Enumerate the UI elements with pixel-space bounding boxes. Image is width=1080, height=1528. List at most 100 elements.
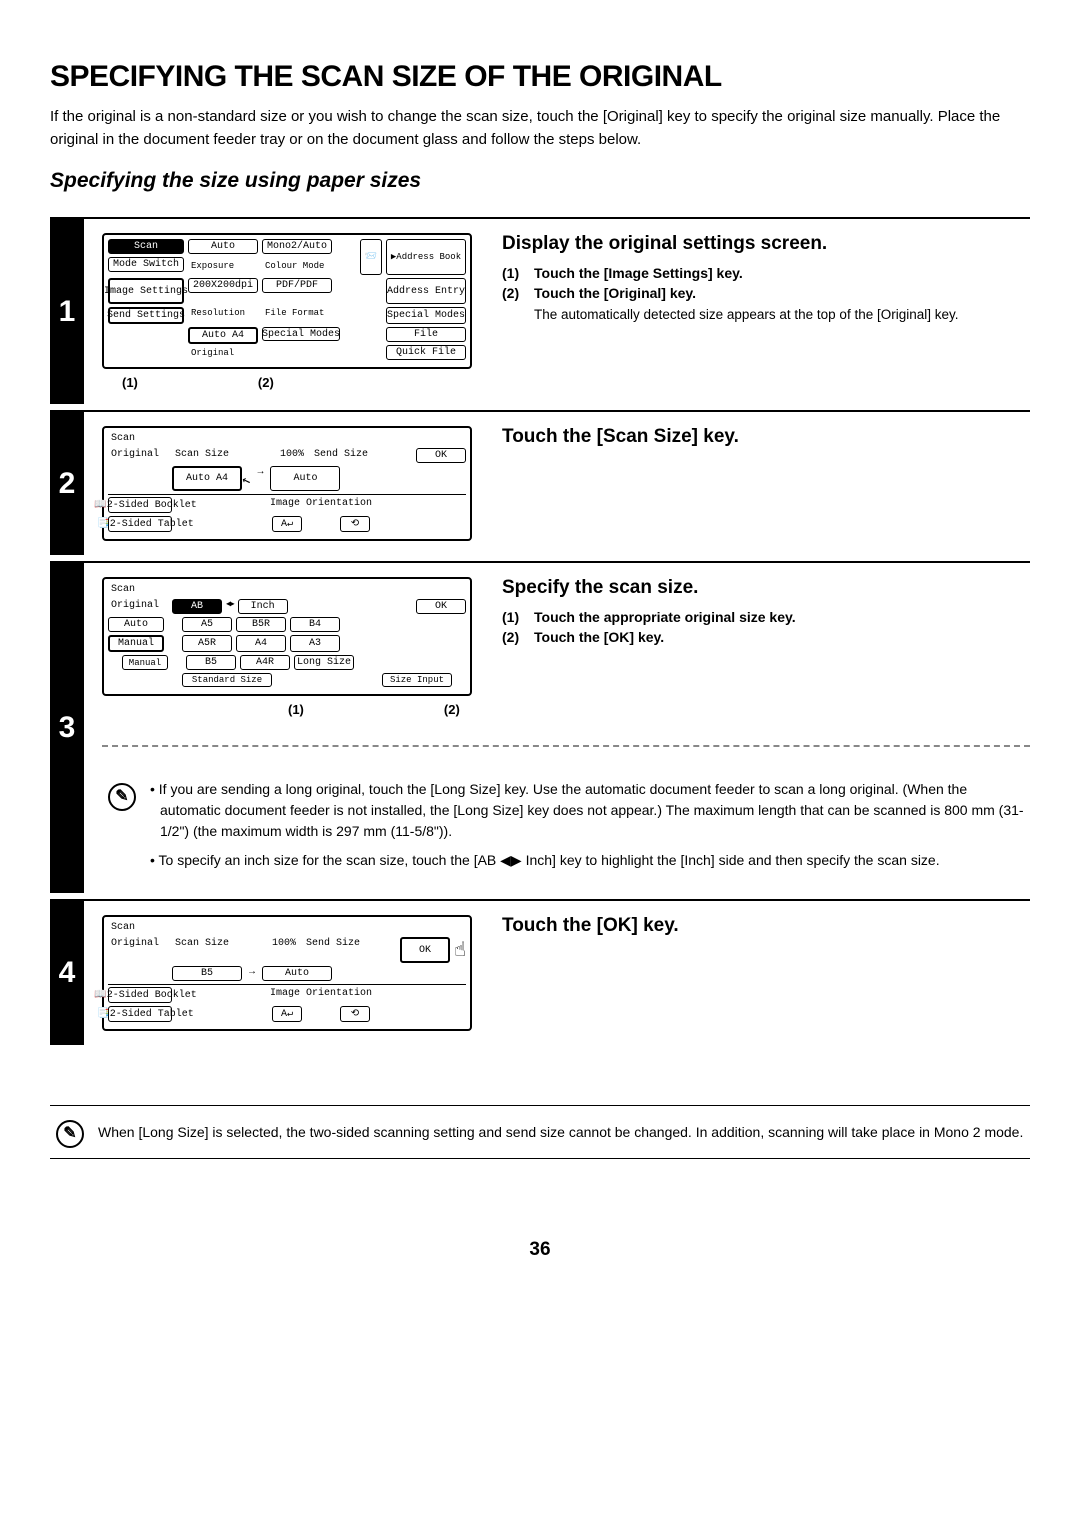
- lcd3-long-size[interactable]: Long Size: [294, 655, 354, 670]
- lcd-quick-file[interactable]: Quick File: [386, 345, 466, 360]
- lcd2-scansize-label: Scan Size: [172, 448, 232, 463]
- lcd2-pct: 100%: [277, 448, 307, 463]
- step3-callout-2: (2): [444, 702, 460, 717]
- step3-callout-1: (1): [288, 702, 304, 717]
- step3-note-2: • To specify an inch size for the scan s…: [150, 850, 1024, 871]
- lcd4-2sided-booklet[interactable]: 📖 2-Sided Booklet: [108, 987, 172, 1003]
- step1-callout-1: (1): [122, 375, 138, 390]
- lcd3-size-input[interactable]: Size Input: [382, 673, 452, 687]
- lcd3-a3[interactable]: A3: [290, 635, 340, 652]
- lcd-fileformat-label: File Format: [262, 307, 332, 324]
- lcd3-b4[interactable]: B4: [290, 617, 340, 632]
- lcd-address-entry[interactable]: Address Entry: [386, 278, 466, 304]
- step3-sub2-num: (2): [502, 629, 526, 645]
- lcd4-scansize-btn[interactable]: B5: [172, 966, 242, 981]
- lcd-exposure-label: Exposure: [188, 260, 258, 272]
- step-4-title: Touch the [OK] key.: [502, 915, 1022, 937]
- step1-callout-2: (2): [258, 375, 274, 390]
- lcd2-orient-b[interactable]: ⟲: [340, 516, 370, 532]
- step-2-number: 2: [50, 412, 84, 555]
- lcd-file[interactable]: File: [386, 327, 466, 342]
- lcd2-ok[interactable]: OK: [416, 448, 466, 463]
- step-2-title: Touch the [Scan Size] key.: [502, 426, 1022, 448]
- lcd4-orient-a[interactable]: A↵: [272, 1006, 302, 1022]
- lcd3-a5r[interactable]: A5R: [182, 635, 232, 652]
- pencil-note-icon-2: [56, 1120, 84, 1148]
- lcd-address-book[interactable]: ▶ Address Book: [386, 239, 466, 275]
- step3-note-1: • If you are sending a long original, to…: [150, 779, 1024, 842]
- step-1: 1 Scan Mode Switch Auto Mono2/Auto: [50, 217, 1030, 404]
- lcd-res-val[interactable]: 200X200dpi: [188, 278, 258, 293]
- lcd4-scan: Scan: [108, 921, 138, 934]
- dashed-separator: [102, 745, 1030, 747]
- lcd3-a4[interactable]: A4: [236, 635, 286, 652]
- lcd4-sendsize-btn[interactable]: Auto: [262, 966, 332, 981]
- lcd-colour-mono2auto[interactable]: Mono2/Auto: [262, 239, 332, 254]
- lcd-colour-label: Colour Mode: [262, 260, 332, 272]
- lcd3-original: Original: [108, 599, 168, 614]
- lcd3-manual-tab[interactable]: Manual: [122, 655, 168, 670]
- lcd4-orient-b[interactable]: ⟲: [340, 1006, 370, 1022]
- hand-pointer-icon: ☝: [454, 937, 466, 963]
- page-number: 36: [50, 1239, 1030, 1261]
- section-subtitle: Specifying the size using paper sizes: [50, 169, 1030, 193]
- lcd4-original: Original: [108, 937, 168, 963]
- lcd3-std-size[interactable]: Standard Size: [182, 673, 272, 687]
- hand-cursor-icon: [246, 466, 250, 491]
- step3-sub1-num: (1): [502, 609, 526, 625]
- lcd2-original: Original: [108, 448, 168, 463]
- lcd2-2sided-booklet[interactable]: 📖 2-Sided Booklet: [108, 497, 172, 513]
- lcd4-ok[interactable]: OK: [400, 937, 450, 963]
- lcd4-sendsize-label: Send Size: [303, 937, 363, 963]
- lcd-special-modes-side[interactable]: Special Modes: [386, 307, 466, 324]
- lcd-resolution-label: Resolution: [188, 307, 258, 324]
- step1-sub2-num: (2): [502, 285, 526, 301]
- lcd-exposure-auto[interactable]: Auto: [188, 239, 258, 254]
- lcd3-auto[interactable]: Auto: [108, 617, 164, 632]
- lcd-screen-3: Scan Original AB Inch OK Auto A5: [102, 577, 472, 696]
- lcd2-scansize-btn[interactable]: Auto A4: [172, 466, 242, 491]
- lcd-send-settings[interactable]: Send Settings: [108, 307, 184, 324]
- lcd2-scan: Scan: [108, 432, 138, 445]
- lcd3-b5r[interactable]: B5R: [236, 617, 286, 632]
- lcd3-scan: Scan: [108, 583, 168, 596]
- lcd-special-modes[interactable]: Special Modes: [262, 327, 340, 341]
- lcd2-2sided-tablet[interactable]: 📑 2-Sided Tablet: [108, 516, 172, 532]
- lcd-send-icon[interactable]: 📨: [360, 239, 382, 275]
- lcd3-manual[interactable]: Manual: [108, 635, 164, 652]
- footnote-text: When [Long Size] is selected, the two-si…: [98, 1122, 1023, 1143]
- lcd-original-val[interactable]: Auto A4: [188, 327, 258, 344]
- lcd3-ok[interactable]: OK: [416, 599, 466, 614]
- lcd-file-val[interactable]: PDF/PDF: [262, 278, 332, 293]
- lcd-screen-1: Scan Mode Switch Auto Mono2/Auto Exposur…: [102, 233, 472, 369]
- step1-sub1-num: (1): [502, 265, 526, 281]
- lcd2-sendsize-btn[interactable]: Auto: [270, 466, 340, 491]
- step1-sub1-label: Touch the [Image Settings] key.: [534, 265, 743, 281]
- intro-paragraph: If the original is a non-standard size o…: [50, 106, 1030, 151]
- step-4: 4 Scan Original Scan Size 100% Send Size…: [50, 899, 1030, 1045]
- step-3: 3 Scan Original AB Inch OK: [50, 561, 1030, 893]
- step-3-number: 3: [50, 563, 84, 893]
- step-1-number: 1: [50, 219, 84, 404]
- lcd3-b5[interactable]: B5: [186, 655, 236, 670]
- lcd2-img-orient: Image Orientation: [267, 497, 375, 513]
- lcd3-ab[interactable]: AB: [172, 599, 222, 614]
- lcd2-arrow: →: [254, 466, 266, 491]
- lcd4-arrow: →: [246, 966, 258, 981]
- lcd3-inch[interactable]: Inch: [238, 599, 288, 614]
- lcd-screen-2: Scan Original Scan Size 100% Send Size O…: [102, 426, 472, 541]
- lcd3-a5[interactable]: A5: [182, 617, 232, 632]
- lcd-image-settings[interactable]: Image Settings: [108, 278, 184, 304]
- pencil-note-icon: [108, 783, 136, 811]
- step-4-number: 4: [50, 901, 84, 1045]
- step3-sub1-label: Touch the appropriate original size key.: [534, 609, 796, 625]
- lcd4-2sided-tablet[interactable]: 📑 2-Sided Tablet: [108, 1006, 172, 1022]
- lcd-scan-header: Scan: [108, 239, 184, 254]
- step3-sub2-label: Touch the [OK] key.: [534, 629, 664, 645]
- arrow-lr-icon: [226, 599, 234, 614]
- lcd-mode-switch[interactable]: Mode Switch: [108, 257, 184, 272]
- lcd-screen-4: Scan Original Scan Size 100% Send Size O…: [102, 915, 472, 1031]
- lcd2-orient-a[interactable]: A↵: [272, 516, 302, 532]
- lcd3-a4r[interactable]: A4R: [240, 655, 290, 670]
- footnote-box: When [Long Size] is selected, the two-si…: [50, 1105, 1030, 1159]
